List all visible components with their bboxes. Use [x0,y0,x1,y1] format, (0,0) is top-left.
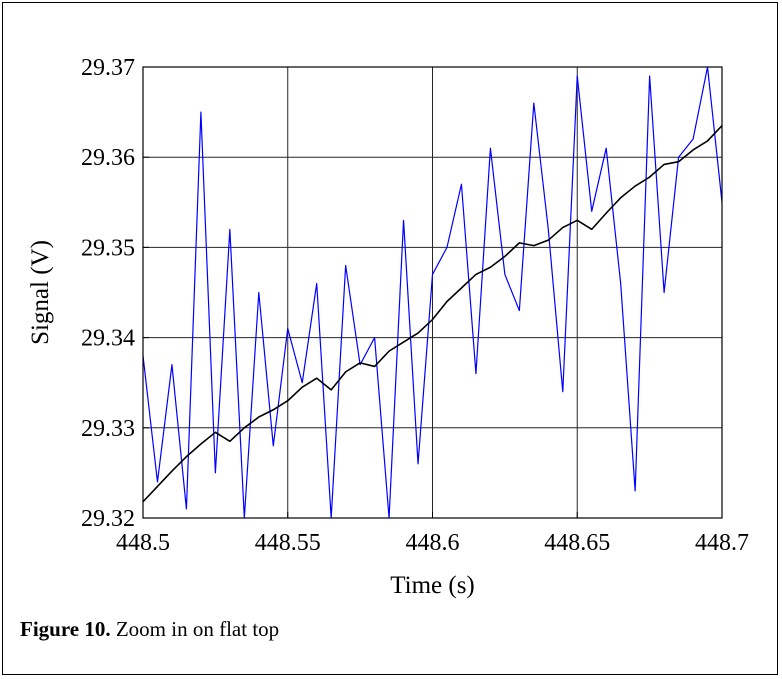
x-tick-label: 448.7 [695,530,749,556]
y-tick-label: 29.36 [81,145,135,171]
x-tick-label: 448.6 [406,530,460,556]
x-tick-label: 448.5 [116,530,170,556]
y-tick-label: 29.34 [81,326,135,352]
grid [142,66,723,519]
y-axis-label: Signal (V) [27,240,54,345]
x-tick-label: 448.65 [544,530,610,556]
y-ticks: 29.32 29.33 29.34 29.35 29.36 29.37 [81,55,149,532]
y-tick-label: 29.33 [81,416,135,442]
series-layer [143,67,722,518]
series-line-2 [143,125,722,503]
series-line-1 [143,67,722,518]
figure-caption: Figure 10. Zoom in on flat top [20,617,279,642]
y-tick-label: 29.35 [81,235,135,261]
x-axis-label: Time (s) [390,572,475,599]
y-tick-label: 29.37 [81,55,135,81]
x-ticks: 448.5 448.55 448.6 448.65 448.7 [116,512,749,556]
y-tick-label: 29.32 [81,506,135,532]
caption-label: Figure 10. [20,617,111,641]
x-tick-label: 448.55 [255,530,321,556]
caption-text: Zoom in on flat top [110,617,280,641]
